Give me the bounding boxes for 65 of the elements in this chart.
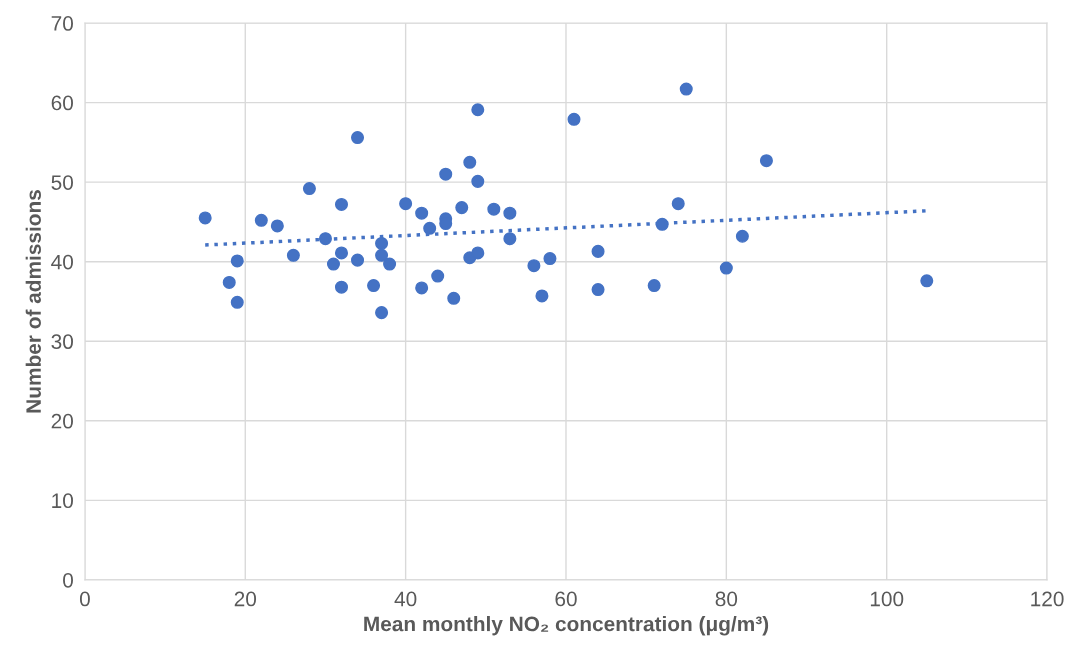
point: [302, 182, 316, 196]
x-tick-label: 60: [555, 591, 577, 607]
x-tick-label: 20: [234, 591, 257, 607]
y-tick-label: 70: [51, 16, 73, 31]
x-axis-title: Mean monthly NO₂ concentration (μg/m³): [364, 616, 769, 636]
point: [334, 280, 348, 294]
point: [487, 202, 501, 216]
point: [286, 248, 300, 262]
point: [351, 253, 365, 267]
point: [679, 82, 693, 96]
point: [375, 236, 389, 250]
y-tick-label: 50: [51, 175, 73, 190]
point: [383, 257, 397, 271]
point: [527, 259, 541, 273]
point: [431, 269, 445, 283]
point: [270, 219, 284, 233]
point: [591, 244, 605, 258]
x-tick-label: 0: [79, 591, 90, 607]
point: [567, 112, 581, 126]
point: [471, 103, 485, 117]
point: [254, 213, 268, 227]
point: [198, 211, 212, 225]
y-tick-label: 0: [63, 572, 73, 588]
point: [920, 274, 934, 288]
y-tick-label: 20: [51, 413, 73, 429]
point: [230, 295, 244, 309]
point: [318, 232, 332, 246]
point: [463, 155, 477, 169]
point: [415, 281, 429, 295]
point: [447, 291, 461, 305]
x-tick-label: 120: [1031, 591, 1064, 607]
point: [326, 257, 340, 271]
point: [759, 154, 773, 168]
point: [415, 206, 429, 220]
point: [471, 246, 485, 260]
point: [503, 206, 517, 220]
x-tick-label: 80: [715, 591, 738, 607]
point: [423, 221, 437, 235]
point: [439, 167, 453, 181]
y-tick-label: 30: [51, 334, 73, 350]
point: [351, 131, 365, 145]
x-tick-label: 40: [394, 591, 417, 607]
point: [535, 289, 549, 303]
y-tick-label: 10: [52, 493, 73, 509]
point: [671, 197, 685, 211]
point: [503, 232, 517, 246]
x-tick-label: 100: [870, 591, 904, 607]
point: [367, 279, 381, 293]
point: [230, 254, 244, 268]
point: [647, 279, 661, 293]
point: [719, 261, 733, 275]
y-tick-label: 40: [51, 254, 73, 270]
point: [543, 252, 557, 266]
point: [735, 229, 749, 243]
point: [455, 201, 469, 215]
point: [399, 197, 413, 211]
point: [591, 283, 605, 297]
point: [471, 174, 485, 188]
point: [375, 248, 389, 262]
point: [334, 197, 348, 211]
point: [334, 246, 348, 260]
y-tick-label: 60: [51, 95, 73, 111]
point: [375, 306, 389, 320]
y-axis-title: Number of admissions: [25, 190, 41, 413]
point: [222, 275, 236, 289]
